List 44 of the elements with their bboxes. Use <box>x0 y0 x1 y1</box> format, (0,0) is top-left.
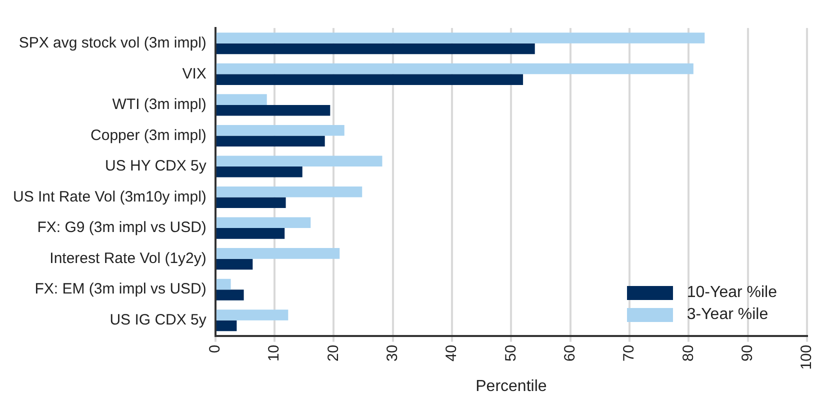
x-tick-label: 10 <box>266 344 283 362</box>
x-tick-label: 20 <box>324 344 342 362</box>
x-tick-label: 30 <box>384 344 402 362</box>
bar <box>216 186 362 198</box>
y-tick-label: Copper (3m impl) <box>90 126 206 144</box>
y-tick-label: FX: EM (3m impl vs USD) <box>34 280 206 298</box>
y-tick-label: US HY CDX 5y <box>104 158 207 175</box>
bar <box>216 310 288 320</box>
bar <box>216 320 237 332</box>
bar <box>216 43 535 54</box>
y-tick-label: WTI (3m impl) <box>112 96 206 114</box>
bar <box>216 94 267 105</box>
x-tick-label: 50 <box>502 344 520 362</box>
y-tick-label: FX: G9 (3m impl vs USD) <box>37 219 206 236</box>
bar <box>216 228 285 239</box>
bar <box>216 63 694 74</box>
y-tick-label: SPX avg stock vol (3m impl) <box>18 34 206 52</box>
bar <box>216 197 286 208</box>
x-tick-label: 70 <box>620 344 638 362</box>
y-tick-label: US IG CDX 5y <box>110 312 207 329</box>
bar <box>216 104 330 116</box>
x-axis-title: Percentile <box>476 378 547 395</box>
x-tick-label: 100 <box>798 344 816 370</box>
legend-label: 10-Year %ile <box>686 284 777 302</box>
bar <box>216 217 311 228</box>
x-tick-label: 40 <box>443 344 460 362</box>
bar <box>216 74 524 85</box>
x-tick-label: 90 <box>738 344 756 362</box>
x-tick-label: 60 <box>562 344 578 362</box>
x-tick-label: 0 <box>206 344 224 354</box>
bar <box>216 166 302 178</box>
x-tick-label: 80 <box>680 344 697 362</box>
y-tick-label: US Int Rate Vol (3m10y impl) <box>12 188 206 206</box>
bar <box>216 278 231 290</box>
bar <box>216 156 382 166</box>
bar <box>216 290 244 300</box>
legend-label: 3-Year %ile <box>686 306 768 324</box>
bar <box>216 248 340 259</box>
bar <box>216 136 325 146</box>
bar <box>216 32 705 44</box>
bar <box>216 124 344 136</box>
bar <box>216 258 253 270</box>
y-tick-label: Interest Rate Vol (1y2y) <box>50 250 206 267</box>
y-tick-label: VIX <box>182 65 206 82</box>
